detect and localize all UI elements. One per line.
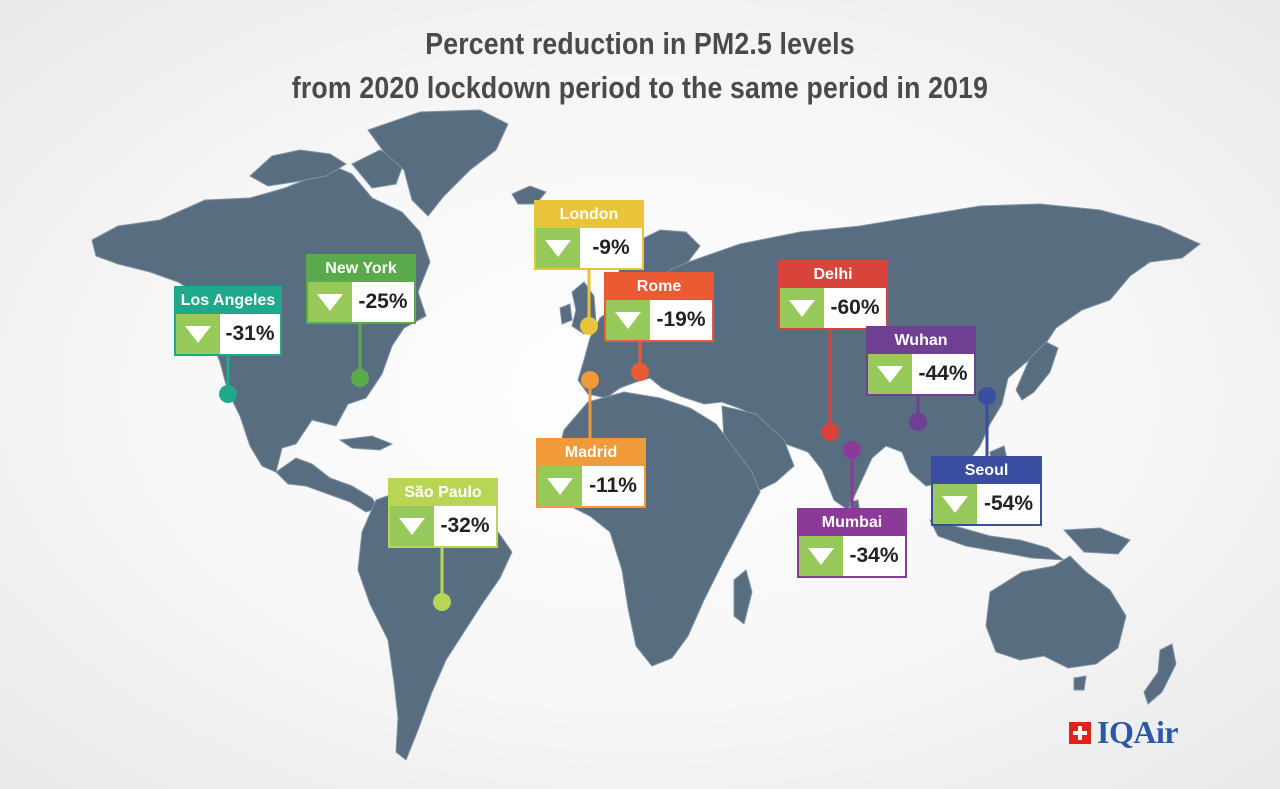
city-name: São Paulo	[390, 480, 496, 506]
marker-wuhan	[909, 413, 927, 431]
city-name: Delhi	[780, 262, 886, 288]
down-triangle-icon	[308, 282, 352, 322]
down-triangle-icon	[176, 314, 220, 354]
down-triangle-icon	[868, 354, 912, 394]
down-triangle-icon	[390, 506, 434, 546]
reduction-value: -44%	[918, 362, 968, 385]
australia	[985, 555, 1127, 669]
city-name: Wuhan	[868, 328, 974, 354]
down-triangle-icon	[780, 288, 824, 328]
callout-new-york: New York -25%	[306, 254, 416, 324]
marker-madrid	[581, 371, 599, 389]
callout-delhi: Delhi -60%	[778, 260, 888, 330]
arctic-islands	[249, 149, 347, 187]
marker-new-york	[351, 369, 369, 387]
callout-madrid: Madrid -11%	[536, 438, 646, 508]
indonesia	[929, 519, 1066, 561]
callout-seoul: Seoul -54%	[931, 456, 1042, 526]
marker-delhi	[821, 423, 839, 441]
marker-mumbai	[843, 441, 861, 459]
callout-sao-paulo: São Paulo -32%	[388, 478, 498, 548]
reduction-value: -25%	[358, 290, 408, 313]
reduction-value: -34%	[849, 544, 899, 567]
reduction-value: -31%	[225, 322, 275, 345]
japan	[1015, 341, 1059, 401]
city-name: London	[536, 202, 642, 228]
central-america	[275, 457, 379, 513]
reduction-value: -54%	[983, 492, 1034, 515]
swiss-cross-icon	[1069, 721, 1091, 744]
callout-wuhan: Wuhan -44%	[866, 326, 976, 396]
marker-sao-paulo	[433, 593, 451, 611]
ireland	[559, 303, 573, 325]
city-name: Los Angeles	[176, 288, 280, 314]
reduction-value: -19%	[656, 308, 706, 331]
reduction-value: -9%	[592, 236, 630, 259]
marker-rome	[631, 363, 649, 381]
logo-text: IQAir	[1097, 714, 1179, 750]
callout-los-angeles: Los Angeles -31%	[174, 286, 282, 356]
marker-seoul	[978, 387, 996, 405]
marker-london	[580, 317, 598, 335]
reduction-value: -60%	[830, 296, 880, 319]
greenland	[367, 109, 509, 217]
marker-los-angeles	[219, 385, 237, 403]
callout-london: London -9%	[534, 200, 644, 270]
city-name: New York	[308, 256, 414, 282]
reduction-value: -32%	[440, 514, 490, 537]
iceland	[511, 185, 547, 205]
callout-rome: Rome -19%	[604, 272, 714, 342]
new-zealand	[1143, 643, 1177, 705]
down-triangle-icon	[799, 536, 843, 576]
down-triangle-icon	[536, 228, 580, 268]
callout-mumbai: Mumbai -34%	[797, 508, 907, 578]
city-name: Mumbai	[799, 510, 905, 536]
caribbean	[338, 435, 394, 451]
city-name: Rome	[606, 274, 712, 300]
down-triangle-icon	[538, 466, 582, 506]
iqair-logo: IQAir	[1069, 714, 1179, 751]
tasmania	[1073, 675, 1087, 691]
city-name: Seoul	[933, 458, 1040, 484]
reduction-value: -11%	[589, 474, 637, 497]
city-markers	[219, 262, 996, 611]
title-line-1: Percent reduction in PM2.5 levels	[425, 26, 855, 61]
new-guinea	[1062, 527, 1131, 555]
city-name: Madrid	[538, 440, 644, 466]
down-triangle-icon	[933, 484, 977, 524]
baffin-island	[351, 149, 405, 189]
madagascar	[733, 569, 753, 625]
landmasses	[91, 109, 1201, 761]
down-triangle-icon	[606, 300, 650, 340]
title-line-2: from 2020 lockdown period to the same pe…	[291, 70, 989, 105]
